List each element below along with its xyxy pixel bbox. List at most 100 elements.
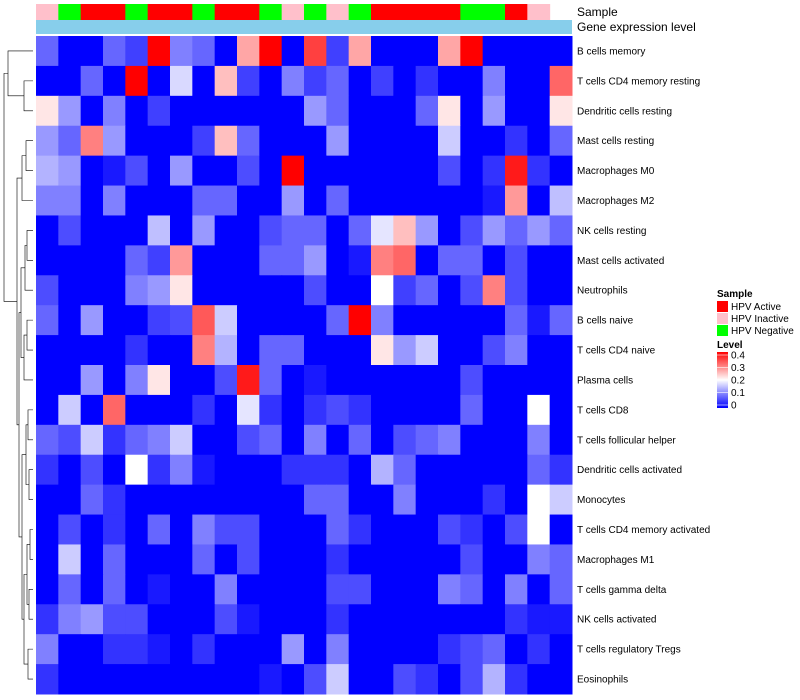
heatmap-cell: [460, 424, 484, 456]
heatmap-cell: [214, 454, 238, 486]
heatmap-cell: [415, 604, 439, 635]
heatmap-cell: [348, 424, 372, 456]
heatmap-cell: [371, 185, 394, 216]
heatmap-cell: [259, 65, 283, 97]
heatmap-cell: [170, 604, 193, 635]
heatmap-cell: [482, 36, 506, 67]
heatmap-cell: [482, 664, 506, 695]
heatmap-cell: [80, 514, 104, 545]
heatmap-cell: [214, 125, 238, 157]
heatmap-cell: [259, 634, 283, 665]
row-label: T cells CD8: [577, 405, 629, 416]
heatmap-cell: [304, 574, 327, 605]
heatmap-cell: [505, 185, 528, 216]
heatmap-cell: [415, 65, 439, 97]
sample-annotation-cell: [371, 4, 394, 20]
heatmap-cell: [304, 155, 327, 187]
heatmap-cell: [460, 634, 484, 665]
heatmap-cell: [58, 95, 82, 127]
sample-annotation-cell: [415, 4, 439, 20]
heatmap-cell: [549, 275, 573, 306]
heatmap-cell: [58, 365, 82, 396]
heatmap-cell: [58, 65, 82, 97]
row-label: T cells CD4 memory resting: [577, 76, 700, 87]
heatmap-cell: [438, 185, 461, 216]
heatmap-cell: [237, 394, 260, 426]
heatmap-cell: [125, 484, 149, 516]
heatmap-cell: [393, 484, 417, 516]
heatmap-cell: [460, 454, 484, 486]
heatmap-cell: [549, 305, 573, 336]
heatmap-cell: [438, 65, 461, 97]
heatmap-cell: [371, 604, 394, 635]
heatmap-cell: [214, 394, 238, 426]
heatmap-cell: [549, 514, 573, 545]
heatmap-cell: [527, 514, 551, 545]
row-label: T cells CD4 naive: [577, 346, 656, 357]
heatmap-cell: [80, 36, 104, 67]
heatmap-cell: [147, 335, 171, 366]
row-label: Macrophages M0: [577, 166, 655, 177]
heatmap-cell: [103, 305, 126, 336]
sample-annotation-cell: [214, 4, 238, 20]
heatmap-cell: [170, 335, 193, 366]
expression-level-bar: [36, 20, 572, 34]
heatmap-cell: [527, 634, 551, 665]
heatmap-cell: [304, 95, 327, 127]
heatmap-cell: [348, 245, 372, 276]
heatmap-cell: [482, 544, 506, 575]
heatmap-cell: [505, 65, 528, 97]
heatmap-cell: [125, 335, 149, 366]
heatmap-cell: [237, 36, 260, 67]
row-label: Eosinophils: [577, 675, 628, 686]
heatmap-cell: [58, 604, 82, 635]
heatmap-cell: [147, 245, 171, 276]
heatmap-cell: [415, 664, 439, 695]
heatmap-cell: [304, 454, 327, 486]
heatmap-cell: [147, 544, 171, 575]
heatmap-cell: [80, 365, 104, 396]
heatmap-cell: [103, 574, 126, 605]
heatmap-cell: [147, 574, 171, 605]
heatmap-cell: [415, 36, 439, 67]
heatmap-cell: [393, 394, 417, 426]
heatmap-cell: [326, 604, 350, 635]
heatmap-cell: [415, 95, 439, 127]
heatmap-cell: [147, 155, 171, 187]
legend-sample-title: Sample: [717, 289, 753, 300]
heatmap-cell: [527, 454, 551, 486]
heatmap-cell: [304, 484, 327, 516]
heatmap-cell: [58, 424, 82, 456]
heatmap-cell: [192, 365, 216, 396]
sample-annotation-cell: [237, 4, 260, 20]
heatmap-cell: [371, 36, 394, 67]
heatmap-cell: [549, 65, 573, 97]
heatmap-cell: [237, 215, 260, 246]
row-label: B cells memory: [577, 46, 645, 57]
heatmap-cell: [125, 36, 149, 67]
row-label: B cells naive: [577, 316, 634, 327]
heatmap-cell: [438, 215, 461, 246]
heatmap-cell: [527, 335, 551, 366]
sample-annotation-cell: [170, 4, 193, 20]
sample-annotation-cell: [326, 4, 350, 20]
dendrogram-branch: [20, 267, 25, 358]
heatmap-cell: [36, 65, 59, 97]
legend-swatch: [717, 313, 728, 324]
heatmap-cell: [103, 245, 126, 276]
heatmap-cell: [393, 335, 417, 366]
dendrogram-branch: [28, 469, 33, 500]
heatmap-cell: [326, 335, 350, 366]
heatmap-cell: [438, 514, 461, 545]
heatmap-cell: [281, 424, 305, 456]
heatmap-cell: [304, 514, 327, 545]
heatmap-cell: [460, 125, 484, 157]
heatmap-cell: [549, 335, 573, 366]
heatmap-cell: [438, 424, 461, 456]
dendrogram-branch: [23, 80, 33, 112]
heatmap-cell: [326, 65, 350, 97]
heatmap-cell: [170, 36, 193, 67]
heatmap-cell: [103, 125, 126, 157]
heatmap-cell: [36, 215, 59, 246]
